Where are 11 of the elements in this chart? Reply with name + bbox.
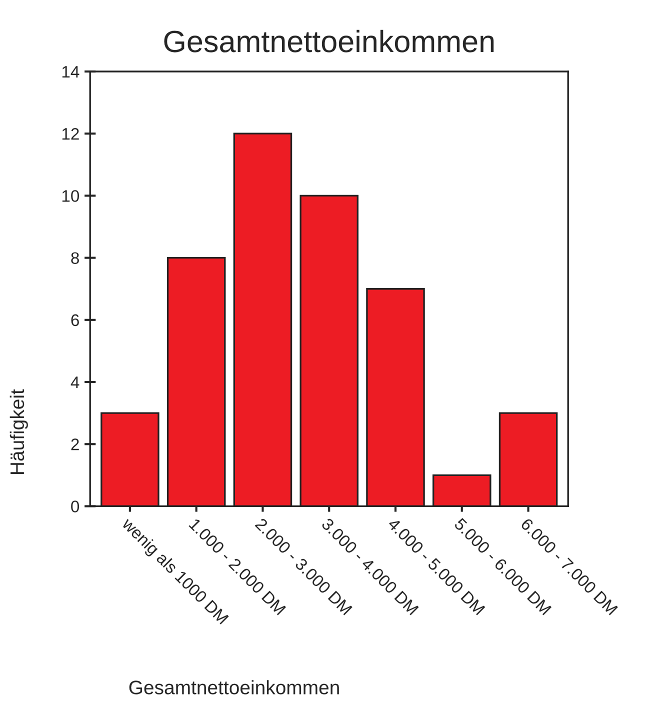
y-tick-label: 12	[62, 128, 79, 140]
y-tick-label: 6	[71, 314, 79, 326]
y-tick-label: 2	[71, 438, 79, 450]
y-axis-title: Häufigkeit	[10, 389, 28, 474]
y-tick-label: 14	[62, 66, 80, 78]
y-tick-label: 0	[71, 500, 80, 512]
y-tick-label: 4	[70, 376, 80, 388]
y-tick-label: 10	[62, 190, 80, 202]
chart-title: Gesamtnettoeinkommen	[164, 30, 494, 52]
x-axis-title: Gesamtnettoeinkommen	[129, 680, 339, 694]
y-tick-label: 8	[71, 252, 79, 264]
